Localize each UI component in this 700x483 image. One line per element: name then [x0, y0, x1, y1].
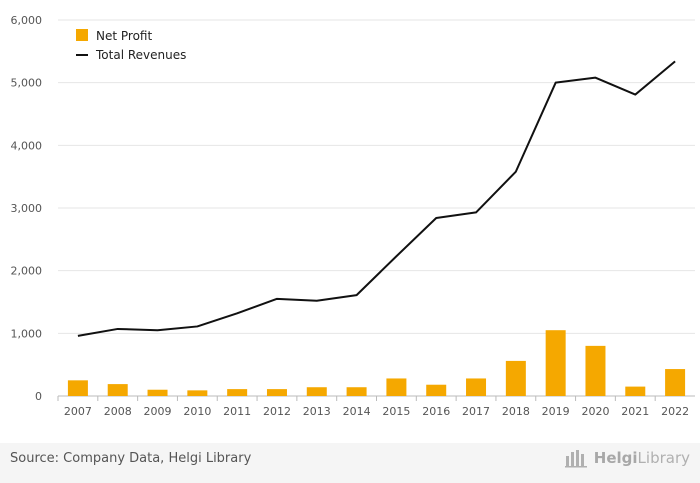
- x-tick-label: 2014: [343, 405, 371, 418]
- net-profit-bar: [346, 387, 367, 396]
- legend-swatch-net-profit: [76, 29, 88, 41]
- net-profit-bar: [107, 384, 128, 396]
- x-tick-label: 2011: [223, 405, 251, 418]
- legend-label-total-revenues: Total Revenues: [95, 48, 186, 62]
- net-profit-bar: [386, 378, 407, 396]
- x-tick-label: 2009: [144, 405, 172, 418]
- gridlines: [58, 19, 695, 334]
- y-tick-label: 0: [35, 390, 42, 403]
- y-tick-label: 6,000: [11, 14, 43, 27]
- net-profit-bar: [466, 378, 487, 396]
- library-icon: [564, 450, 587, 468]
- net-profit-bar: [67, 380, 88, 396]
- x-tick-label: 2008: [104, 405, 132, 418]
- net-profit-bar: [505, 360, 526, 396]
- source-text: Source: Company Data, Helgi Library: [10, 451, 252, 466]
- total-revenues-line: [77, 60, 676, 337]
- net-profit-bar: [665, 369, 686, 396]
- net-profit-bars: [67, 330, 686, 396]
- y-tick-label: 2,000: [11, 265, 43, 278]
- x-tick-label: 2010: [183, 405, 211, 418]
- net-profit-bar: [147, 389, 168, 396]
- x-tick-label: 2022: [661, 405, 689, 418]
- net-profit-bar: [426, 384, 447, 396]
- y-tick-label: 4,000: [11, 139, 43, 152]
- x-tick-label: 2016: [422, 405, 450, 418]
- y-tick-label: 3,000: [11, 202, 43, 215]
- legend: Net Profit Total Revenues: [76, 29, 186, 62]
- net-profit-bar: [585, 345, 606, 396]
- net-profit-bar: [545, 330, 566, 396]
- logo-text-helgi: Helgi: [593, 449, 638, 467]
- y-axis-ticks: 0 1,000 2,000 3,000 4,000 5,000 6,000: [11, 14, 43, 403]
- x-tick-label: 2007: [64, 405, 92, 418]
- x-tick-label: 2013: [303, 405, 331, 418]
- net-profit-bar: [266, 389, 287, 396]
- x-tick-label: 2020: [581, 405, 609, 418]
- net-profit-bar: [625, 386, 646, 396]
- net-profit-bar: [187, 390, 208, 396]
- y-tick-label: 1,000: [11, 327, 43, 340]
- footer: Source: Company Data, Helgi Library Helg…: [0, 443, 700, 483]
- x-tick-label: 2017: [462, 405, 490, 418]
- helgi-library-logo: HelgiLibrary: [564, 448, 690, 468]
- x-tick-label: 2012: [263, 405, 291, 418]
- net-profit-bar: [306, 387, 327, 396]
- combo-chart: 0 1,000 2,000 3,000 4,000 5,000 6,000 2007 2008…: [11, 14, 695, 418]
- y-tick-label: 5,000: [11, 77, 43, 90]
- x-tick-label: 2015: [382, 405, 410, 418]
- x-axis-ticks: 2007 2008 2009 2010 2011 2012 2013 2014 2015 2016…: [57, 396, 689, 418]
- x-tick-label: 2021: [621, 405, 649, 418]
- x-tick-label: 2018: [502, 405, 530, 418]
- x-tick-label: 2019: [542, 405, 570, 418]
- net-profit-bar: [227, 389, 248, 396]
- legend-label-net-profit: Net Profit: [96, 29, 152, 43]
- logo-text-library: Library: [637, 449, 690, 467]
